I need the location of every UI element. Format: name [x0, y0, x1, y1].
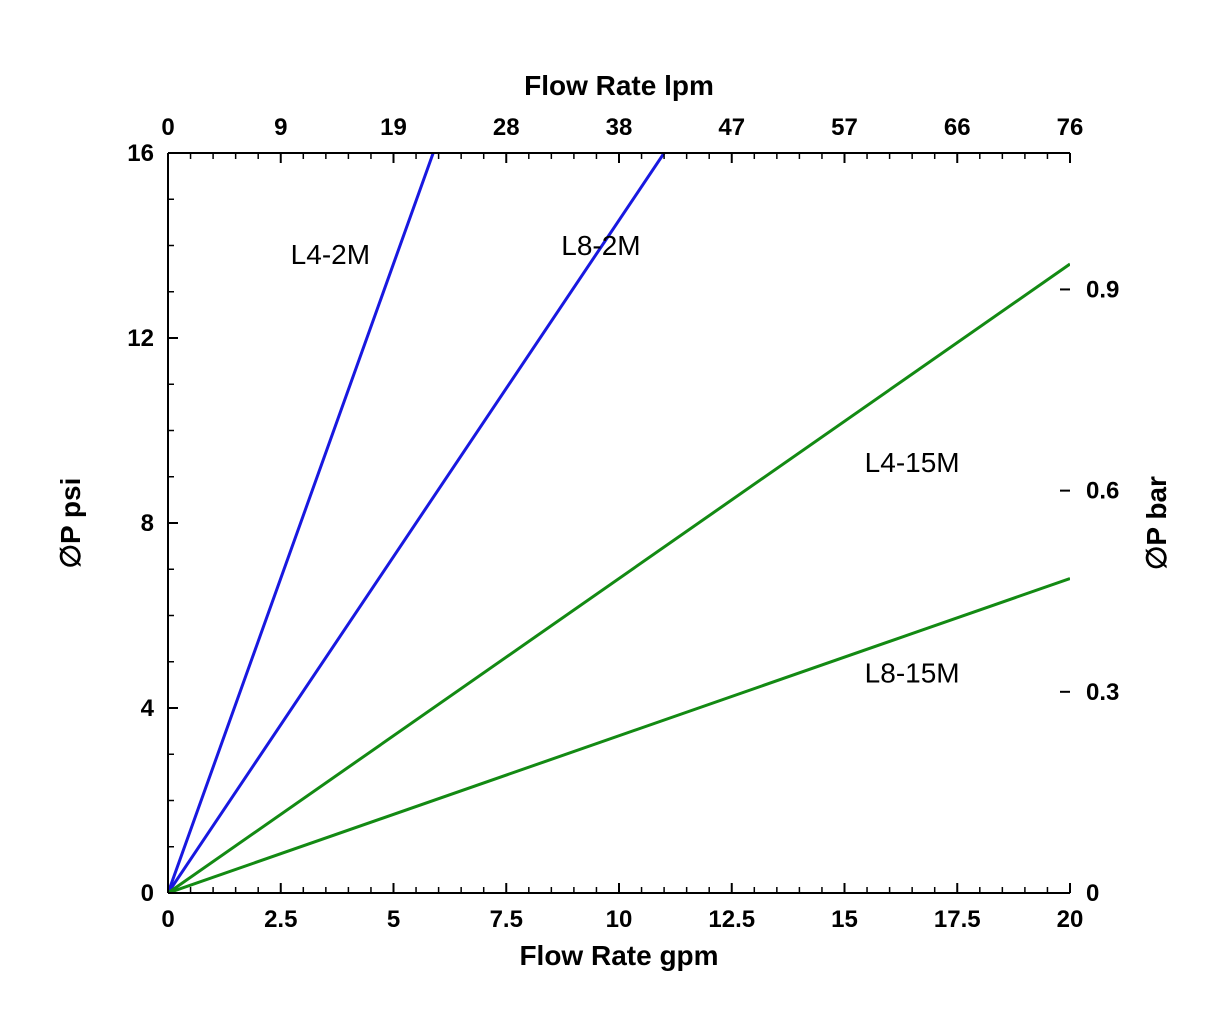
x-bottom-tick-label: 10	[606, 906, 633, 933]
x-top-tick-label: 9	[274, 114, 287, 141]
y-left-tick-label: 16	[127, 140, 154, 167]
y-left-tick-label: 8	[141, 510, 154, 537]
series-label: L8-2M	[561, 230, 640, 261]
series-label: L4-15M	[865, 447, 960, 478]
y-left-axis-label: ∅P psi	[55, 478, 86, 569]
y-left-tick-label: 12	[127, 325, 154, 352]
x-top-tick-label: 19	[380, 114, 407, 141]
x-bottom-tick-label: 5	[387, 906, 400, 933]
x-top-tick-label: 0	[161, 114, 174, 141]
y-left-tick-label: 0	[141, 880, 154, 907]
chart-svg: 0 2.5 5 7.5 10 12.5 15 17.5 20 Flow Rate gpm 0 9 19 2…	[0, 0, 1214, 1018]
y-right-tick-label: 0.6	[1086, 478, 1119, 505]
y-right-tick-label: 0	[1086, 880, 1099, 907]
x-top-tick-label: 57	[831, 114, 858, 141]
x-bottom-tick-label: 7.5	[490, 906, 523, 933]
x-bottom-axis-label: Flow Rate gpm	[519, 940, 718, 971]
y-right-axis-label: ∅P bar	[1141, 476, 1172, 570]
x-bottom-tick-label: 12.5	[708, 906, 755, 933]
x-top-axis-label: Flow Rate lpm	[524, 70, 714, 101]
series-label: L8-15M	[865, 658, 960, 689]
x-bottom-tick-label: 20	[1057, 906, 1084, 933]
x-top-tick-label: 47	[718, 114, 745, 141]
pressure-flow-chart: 0 2.5 5 7.5 10 12.5 15 17.5 20 Flow Rate gpm 0 9 19 2…	[0, 0, 1214, 1018]
x-top-tick-label: 66	[944, 114, 971, 141]
x-top-tick-label: 38	[606, 114, 633, 141]
x-bottom-tick-label: 15	[831, 906, 858, 933]
series-label: L4-2M	[291, 239, 370, 270]
y-right-tick-label: 0.3	[1086, 679, 1119, 706]
y-right-tick-label: 0.9	[1086, 276, 1119, 303]
y-left-tick-label: 4	[141, 695, 155, 722]
x-bottom-tick-label: 17.5	[934, 906, 981, 933]
x-top-tick-label: 28	[493, 114, 520, 141]
x-bottom-tick-label: 0	[161, 906, 174, 933]
x-top-tick-label: 76	[1057, 114, 1084, 141]
x-bottom-tick-label: 2.5	[264, 906, 297, 933]
